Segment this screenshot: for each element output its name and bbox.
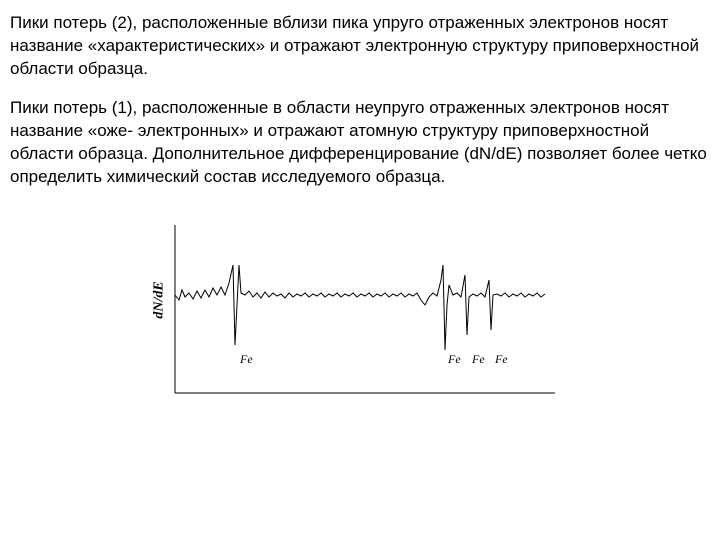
svg-text:Fe: Fe	[447, 352, 461, 366]
y-axis-label: dN/dE	[152, 281, 168, 318]
svg-text:Fe: Fe	[471, 352, 485, 366]
spectrum-svg: Fe Fe Fe Fe	[145, 205, 575, 395]
svg-text:Fe: Fe	[494, 352, 508, 366]
svg-text:Fe: Fe	[239, 352, 253, 366]
auger-spectrum-chart: dN/dE Fe Fe Fe Fe	[145, 205, 575, 395]
chart-container: dN/dE Fe Fe Fe Fe	[10, 205, 710, 395]
paragraph-1: Пики потерь (2), расположенные вблизи пи…	[10, 12, 710, 81]
paragraph-2: Пики потерь (1), расположенные в области…	[10, 97, 710, 189]
